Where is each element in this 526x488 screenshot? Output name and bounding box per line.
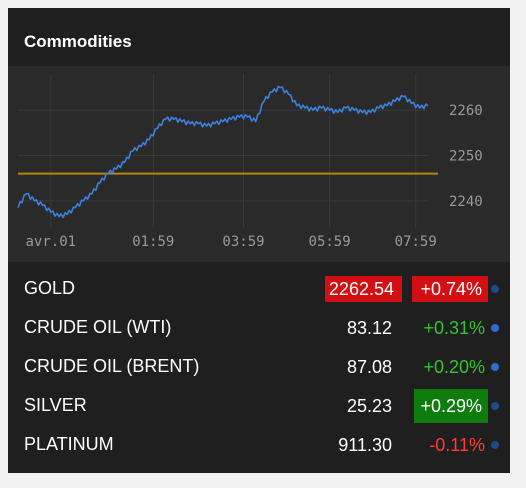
commodity-change: +0.31% [423,318,485,338]
commodity-price: 2262.54 [324,276,402,302]
commodity-row-gold[interactable]: GOLD 2262.54 +0.74% [8,270,510,309]
x-tick-label: 01:59 [132,234,174,250]
commodity-price: 25.23 [346,396,392,416]
commodity-row-crude-oil-brent[interactable]: CRUDE OIL (BRENT) 87.08 +0.20% [8,348,510,387]
commodity-row-crude-oil-wti[interactable]: CRUDE OIL (WTI) 83.12 +0.31% [8,309,510,348]
status-dot-icon [491,324,499,332]
commodity-change: +0.74% [412,276,488,302]
commodity-price: 87.08 [346,357,392,377]
widget-title: Commodities [24,32,132,51]
price-series-line [17,85,429,219]
chart-svg: avr.01 01:59 03:59 05:59 07:59 2260 2250 2240 [17,74,483,250]
status-dot-icon [491,402,499,410]
commodity-name: SILVER [24,395,87,415]
commodity-row-silver[interactable]: SILVER 25.23 +0.29% [8,387,510,426]
commodity-change: +0.20% [423,357,485,377]
commodity-price: 911.30 [338,435,392,455]
commodity-change: +0.29% [414,389,488,423]
x-tick-label: avr.01 [26,234,77,250]
commodity-row-platinum[interactable]: PLATINUM 911.30 -0.11% [8,426,510,465]
status-dot-icon [491,441,499,449]
price-chart: avr.01 01:59 03:59 05:59 07:59 2260 2250 2240 [8,66,510,262]
x-tick-label: 03:59 [222,234,264,250]
widget-header: Commodities [8,8,510,66]
x-tick-label: 05:59 [309,234,351,250]
commodity-name: GOLD [24,278,76,298]
x-tick-label: 07:59 [395,234,437,250]
commodities-widget: Commodities avr.01 01:59 03:59 05:59 07:59 22… [8,8,510,473]
commodity-name: PLATINUM [24,434,114,454]
y-tick-label: 2250 [449,149,483,165]
commodity-list: GOLD 2262.54 +0.74% CRUDE OIL (WTI) 83.1… [8,262,510,473]
status-dot-icon [491,363,499,371]
y-tick-label: 2240 [449,194,483,210]
commodity-name: CRUDE OIL (WTI) [24,317,172,337]
commodity-name: CRUDE OIL (BRENT) [24,356,200,376]
status-dot-icon [491,285,499,293]
commodity-change: -0.11% [429,435,485,455]
y-tick-label: 2260 [449,103,483,119]
commodity-price: 83.12 [346,318,392,338]
